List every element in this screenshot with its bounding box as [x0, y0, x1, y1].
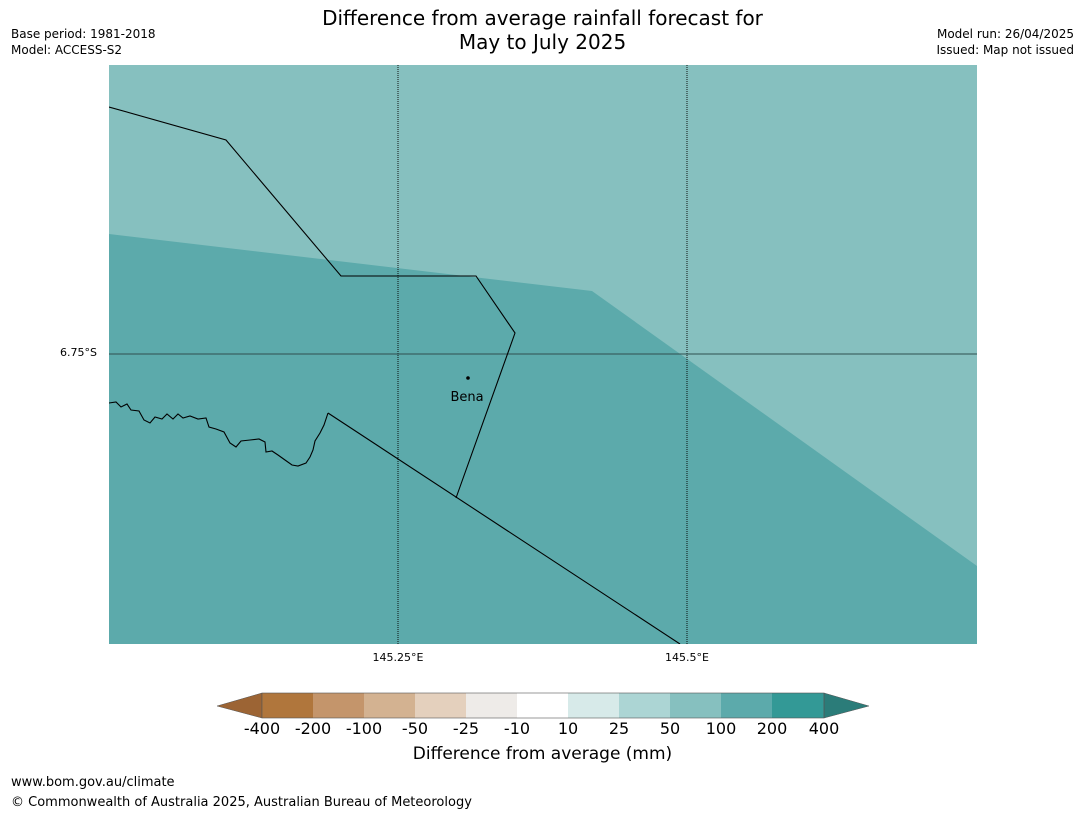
- colorbar-title: Difference from average (mm): [412, 744, 673, 764]
- colorbar-segment: [313, 693, 364, 718]
- colorbar-segment: [721, 693, 772, 718]
- map-title: Difference from average rainfall forecas…: [0, 6, 1085, 54]
- colorbar-tick: -100: [345, 719, 383, 738]
- colorbar-outline: [261, 692, 825, 719]
- footer-url[interactable]: www.bom.gov.au/climate: [11, 775, 175, 790]
- colorbar-tick: 200: [756, 719, 788, 738]
- latitude-label: 6.75°S: [60, 346, 97, 359]
- boundary-line: [109, 106, 516, 499]
- colorbar-tick: -10: [503, 719, 531, 738]
- colorbar-segment: [466, 693, 517, 718]
- model-name: Model: ACCESS-S2: [11, 43, 123, 57]
- colorbar-segment: [517, 693, 568, 718]
- boundary-line: [327, 412, 681, 644]
- colorbar-segment: [262, 693, 313, 718]
- title-line-2: May to July 2025: [458, 30, 627, 54]
- colorbar-tick: 25: [608, 719, 630, 738]
- model-run: Model run: 26/04/2025: [936, 27, 1074, 41]
- colorbar-tick: -200: [294, 719, 332, 738]
- longitude-label: 145.25°E: [372, 651, 424, 664]
- colorbar-extend-low: [216, 692, 263, 719]
- colorbar-segment: [670, 693, 721, 718]
- colorbar-segment: [772, 693, 824, 718]
- colorbar-tick: -25: [452, 719, 480, 738]
- colorbar-tick: -400: [243, 719, 281, 738]
- town-marker: [466, 376, 470, 380]
- colorbar: [216, 692, 870, 719]
- issued-status: Issued: Map not issued: [936, 43, 1074, 57]
- colorbar-tick: 10: [557, 719, 579, 738]
- title-line-1: Difference from average rainfall forecas…: [322, 6, 763, 30]
- meta-left: Base period: 1981-2018 Model: ACCESS-S2: [11, 26, 156, 58]
- base-period: Base period: 1981-2018: [11, 27, 156, 41]
- rainfall-region-lower: [109, 234, 977, 644]
- colorbar-tick: 100: [705, 719, 737, 738]
- colorbar-segment: [415, 693, 466, 718]
- longitude-label: 145.5°E: [665, 651, 709, 664]
- boundary-line: [109, 401, 329, 467]
- colorbar-segment: [364, 693, 415, 718]
- footer-copyright: © Commonwealth of Australia 2025, Austra…: [11, 795, 472, 810]
- colorbar-segment: [619, 693, 670, 718]
- colorbar-tick: 50: [659, 719, 681, 738]
- town-label: Bena: [450, 390, 483, 405]
- colorbar-extend-high: [823, 692, 870, 719]
- colorbar-tick: 400: [808, 719, 840, 738]
- meta-right: Model run: 26/04/2025 Issued: Map not is…: [936, 26, 1074, 58]
- colorbar-segment: [568, 693, 619, 718]
- colorbar-tick: -50: [401, 719, 429, 738]
